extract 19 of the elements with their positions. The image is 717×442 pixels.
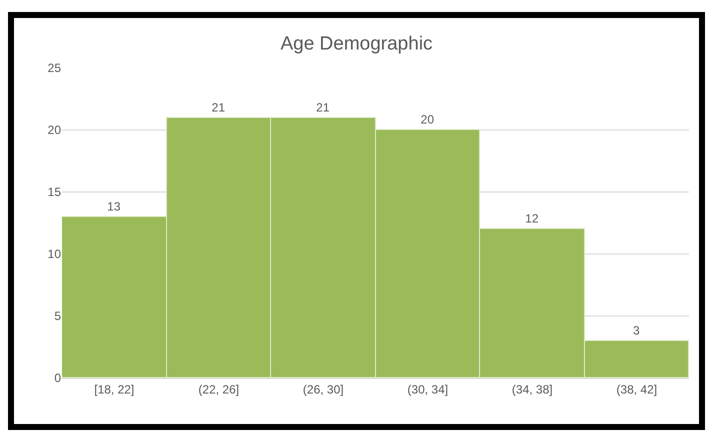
data-label: 12 <box>525 212 539 226</box>
x-tick-label: (34, 38] <box>512 382 553 396</box>
data-label: 21 <box>316 100 330 114</box>
x-tick-label: [18, 22] <box>94 382 134 396</box>
y-tick-label: 15 <box>48 185 62 200</box>
x-tick-label: (22, 26] <box>198 382 240 396</box>
x-tick-label: (38, 42] <box>616 382 658 396</box>
y-tick-label: 25 <box>48 61 62 76</box>
y-tick-label: 5 <box>54 309 62 324</box>
data-label: 20 <box>420 112 434 126</box>
chart-title: Age Demographic <box>280 34 433 55</box>
y-tick-label: 10 <box>48 247 62 262</box>
data-label: 3 <box>633 324 640 338</box>
data-label: 21 <box>212 100 226 114</box>
x-tick-label: (30, 34] <box>407 382 448 396</box>
y-tick-label: 0 <box>54 371 62 386</box>
data-label: 13 <box>107 200 121 214</box>
y-tick-label: 20 <box>48 123 62 138</box>
x-tick-label: (26, 30] <box>302 382 344 396</box>
